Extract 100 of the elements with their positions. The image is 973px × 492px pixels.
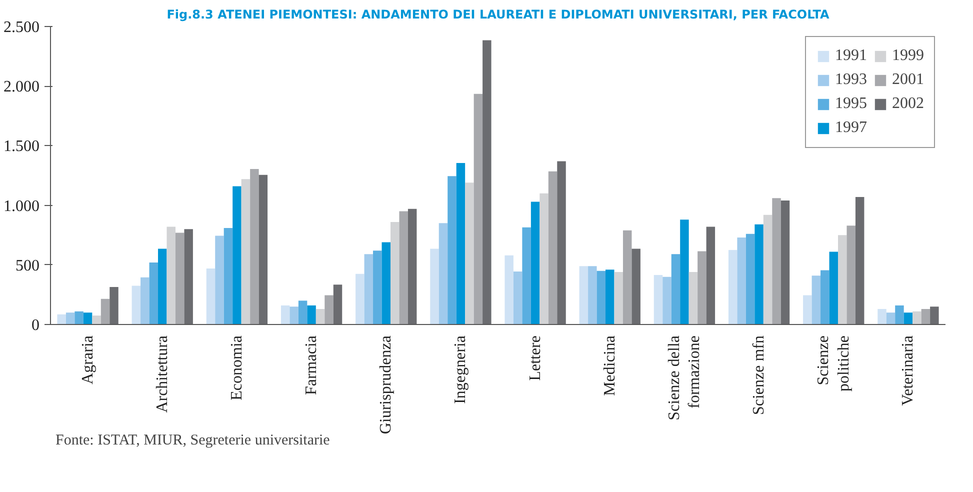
x-tick-label: Farmacia bbox=[303, 335, 320, 396]
bar bbox=[158, 248, 167, 324]
x-tick-label: Economia bbox=[228, 335, 246, 400]
bar bbox=[280, 305, 290, 324]
legend-label: 1999 bbox=[892, 47, 924, 65]
legend-label: 2002 bbox=[892, 95, 924, 113]
bar bbox=[820, 270, 830, 324]
bar bbox=[66, 312, 75, 324]
bar bbox=[482, 40, 492, 324]
legend-label: 1997 bbox=[835, 119, 867, 137]
chart-title: Fig.8.3 ATENEI PIEMONTESI: ANDAMENTO DEI LAUREATI E DIPLOMATI UNIVERSITARI, PER FACOLTA bbox=[166, 8, 830, 22]
bar bbox=[57, 314, 66, 324]
bar bbox=[588, 266, 597, 324]
x-tick-label: Veterinaria bbox=[900, 335, 917, 406]
bar bbox=[356, 274, 364, 324]
x-tick-label: Scienze mfn bbox=[750, 335, 768, 416]
bar bbox=[258, 174, 268, 324]
bar bbox=[316, 309, 325, 324]
bar bbox=[829, 252, 838, 324]
legend-label: 1993 bbox=[835, 71, 867, 89]
bar bbox=[904, 312, 913, 324]
bar bbox=[224, 228, 233, 324]
bar bbox=[206, 268, 216, 324]
y-tick-label: 1.000 bbox=[4, 198, 40, 215]
bar bbox=[632, 248, 640, 324]
y-tick-label: 500 bbox=[16, 257, 40, 274]
bar bbox=[250, 168, 259, 324]
bar bbox=[878, 309, 886, 324]
y-tick-label: 0 bbox=[32, 317, 40, 334]
bar bbox=[763, 214, 772, 324]
bar bbox=[504, 255, 514, 324]
bar bbox=[241, 179, 250, 324]
bar bbox=[132, 286, 141, 324]
bar bbox=[606, 270, 614, 324]
bar bbox=[408, 208, 417, 324]
bar bbox=[92, 316, 101, 324]
bar bbox=[671, 254, 680, 324]
bar bbox=[333, 284, 342, 324]
bar bbox=[232, 186, 242, 324]
bar bbox=[746, 234, 755, 324]
bar bbox=[324, 295, 334, 324]
bar bbox=[438, 223, 448, 324]
y-tick-label: 2.000 bbox=[4, 78, 40, 96]
bar bbox=[737, 237, 746, 324]
bar bbox=[149, 262, 158, 324]
bar bbox=[290, 306, 298, 324]
bar bbox=[886, 312, 896, 324]
source-note: Fonte: ISTAT, MIUR, Segreterie universitarie bbox=[56, 432, 330, 448]
bar bbox=[662, 276, 672, 324]
bar bbox=[298, 300, 308, 324]
bar bbox=[846, 226, 856, 324]
x-tick-label: Ingegneria bbox=[452, 336, 470, 404]
bar bbox=[754, 224, 764, 324]
x-tick-label: Scienze della formazione bbox=[666, 335, 704, 420]
bar bbox=[912, 311, 922, 324]
bar bbox=[557, 161, 566, 324]
bar bbox=[622, 230, 632, 324]
bar bbox=[175, 232, 184, 324]
bar bbox=[698, 251, 706, 324]
bar bbox=[930, 306, 939, 324]
bar bbox=[465, 182, 474, 324]
bar bbox=[110, 286, 118, 324]
bar bbox=[399, 211, 408, 324]
bar bbox=[100, 298, 110, 324]
bar bbox=[166, 226, 176, 324]
bar bbox=[307, 305, 316, 324]
bar bbox=[728, 250, 738, 324]
legend-label: 1995 bbox=[835, 95, 867, 113]
bar bbox=[448, 176, 456, 324]
bar bbox=[579, 266, 588, 324]
x-tick-label: Giurisprudenza bbox=[378, 335, 395, 434]
bar bbox=[855, 196, 864, 324]
bar bbox=[803, 295, 812, 324]
bar bbox=[680, 220, 689, 324]
bar bbox=[772, 198, 781, 324]
bar bbox=[513, 271, 522, 324]
x-tick-label: Medicina bbox=[601, 336, 618, 396]
bar bbox=[706, 226, 716, 324]
bar bbox=[522, 227, 531, 324]
legend-label: 2001 bbox=[892, 71, 924, 89]
bar bbox=[688, 272, 698, 324]
bar bbox=[474, 94, 483, 324]
y-tick-label: 1.500 bbox=[4, 138, 40, 156]
bar bbox=[373, 250, 382, 324]
bar bbox=[614, 272, 623, 324]
legend-label: 1991 bbox=[835, 47, 867, 65]
bar bbox=[83, 312, 92, 324]
bar bbox=[430, 248, 439, 324]
bar bbox=[140, 277, 150, 324]
bar bbox=[654, 275, 663, 324]
bar bbox=[921, 309, 930, 324]
bar bbox=[74, 311, 84, 324]
x-tick-label: Scienze politiche bbox=[814, 336, 852, 392]
x-tick-label: Lettere bbox=[526, 336, 544, 381]
bar bbox=[548, 171, 558, 324]
bar bbox=[596, 270, 606, 324]
bar bbox=[838, 235, 847, 324]
bar bbox=[184, 229, 193, 324]
bar bbox=[812, 276, 821, 324]
bar bbox=[456, 162, 466, 324]
